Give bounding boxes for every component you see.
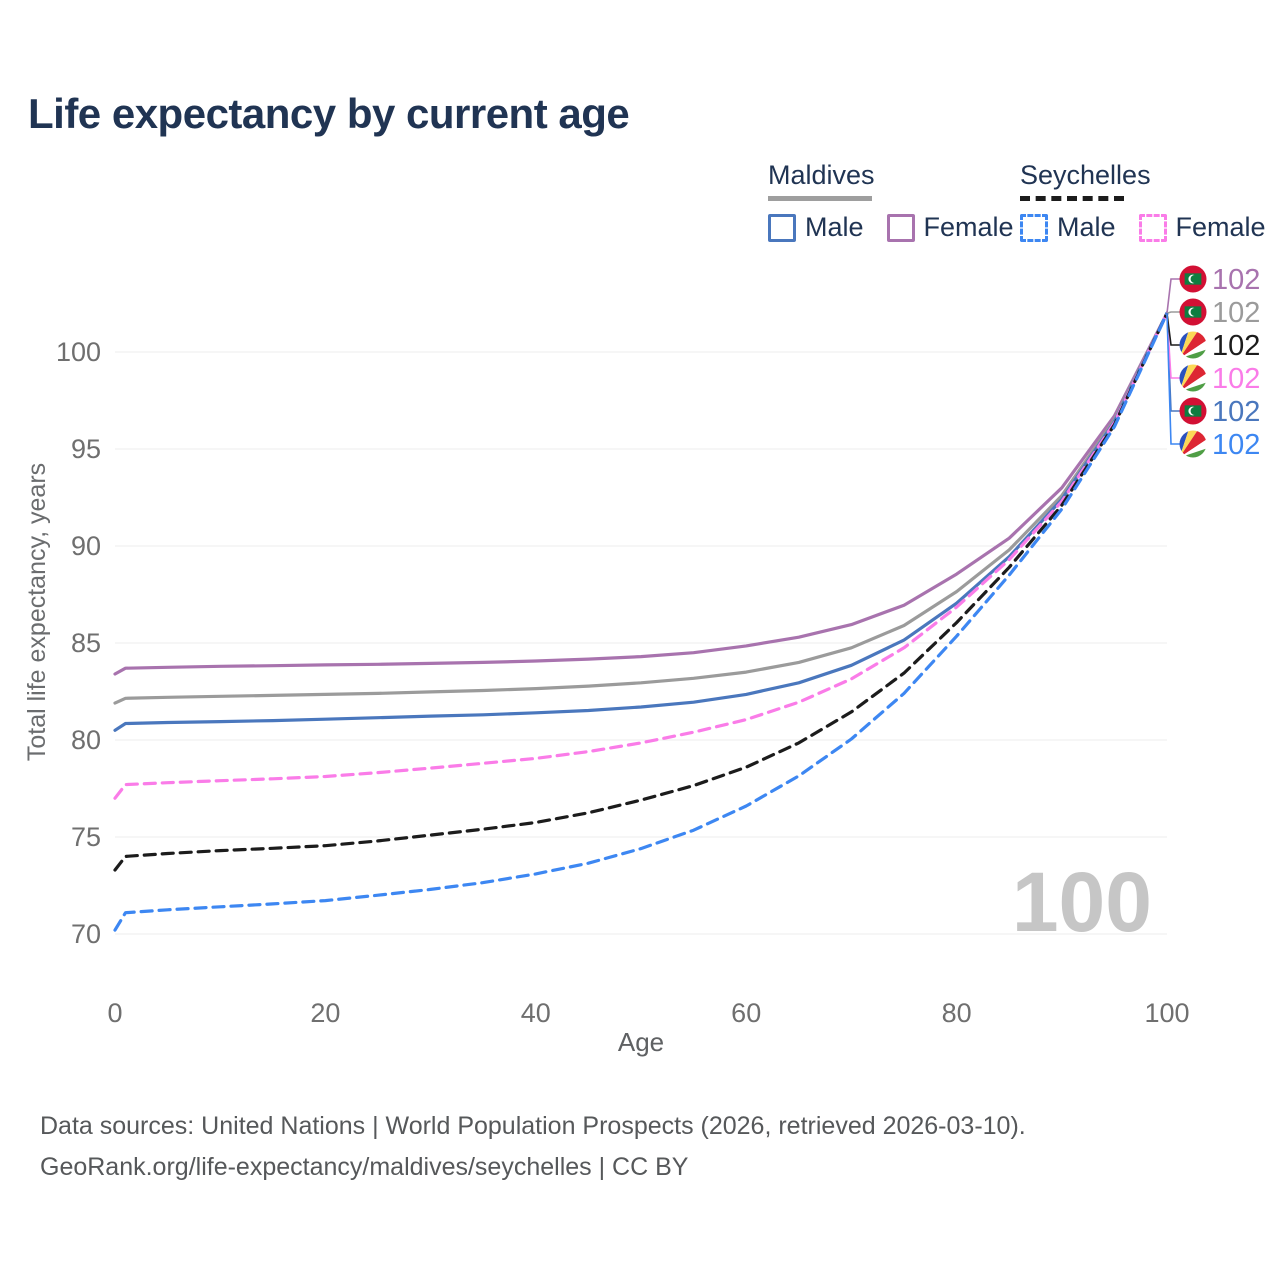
- legend-label-maldives-female: Female: [923, 212, 1014, 242]
- legend-country-seychelles: Seychelles: [1020, 160, 1151, 190]
- end-value-label-seychelles-male: 102: [1212, 429, 1260, 461]
- seychelles-flag-icon: [1179, 331, 1207, 359]
- y-tick-label: 80: [71, 725, 101, 755]
- series-line-seychelles: [113, 311, 1169, 872]
- legend-label-maldives-male: Male: [805, 212, 864, 242]
- series-line-seychelles-male: [113, 311, 1169, 932]
- data-sources-text: Data sources: United Nations | World Pop…: [40, 1112, 1026, 1140]
- series-line-seychelles-female: [113, 311, 1169, 800]
- page-title: Life expectancy by current age: [28, 90, 630, 137]
- x-tick-label: 40: [521, 998, 551, 1028]
- y-tick-label: 70: [71, 919, 101, 949]
- series-line-maldives: [113, 311, 1169, 705]
- maldives-female-swatch-icon: [886, 213, 915, 242]
- maldives-flag-icon: [1179, 265, 1207, 293]
- end-label-leader-line: [1166, 313, 1180, 346]
- x-tick-label: 0: [107, 998, 122, 1028]
- end-label-leader-line: [1166, 311, 1180, 314]
- end-value-label-maldives-male: 102: [1212, 396, 1260, 428]
- y-tick-label: 100: [56, 337, 101, 367]
- y-tick-label: 75: [71, 822, 101, 852]
- end-value-label-maldives-female: 102: [1212, 264, 1260, 296]
- y-tick-label: 90: [71, 531, 101, 561]
- maldives-male-swatch-icon: [768, 213, 796, 242]
- maldives-flag-icon: [1179, 298, 1207, 326]
- legend-country-maldives: Maldives: [768, 160, 875, 190]
- x-tick-label: 100: [1144, 998, 1189, 1028]
- seychelles-flag-icon: [1179, 430, 1207, 458]
- end-label-leader-line: [1166, 278, 1180, 314]
- series-line-maldives-female: [113, 311, 1169, 676]
- maldives-flag-icon: [1179, 397, 1207, 425]
- series-line-maldives-male: [113, 311, 1169, 732]
- legend-group-seychelles: Seychelles Male Female: [1020, 160, 1280, 243]
- legend-label-seychelles-male: Male: [1057, 212, 1116, 242]
- y-tick-label: 95: [71, 434, 101, 464]
- legend-label-seychelles-female: Female: [1175, 212, 1266, 242]
- x-tick-label: 80: [942, 998, 972, 1028]
- maldives-line-style-icon: [768, 196, 872, 201]
- x-tick-label: 20: [310, 998, 340, 1028]
- x-axis-title: Age: [618, 1027, 664, 1057]
- age-counter-watermark: 100: [1012, 855, 1152, 949]
- footer: Data sources: United Nations | World Pop…: [40, 1106, 1026, 1188]
- seychelles-male-swatch-icon: [1020, 213, 1048, 242]
- y-axis-title: Total life expectancy, years: [23, 463, 51, 761]
- seychelles-female-swatch-icon: [1138, 213, 1167, 242]
- end-value-label-maldives: 102: [1212, 297, 1260, 329]
- end-value-label-seychelles: 102: [1212, 330, 1260, 362]
- legend-group-maldives: Maldives Male Female: [768, 160, 1028, 243]
- y-tick-label: 85: [71, 628, 101, 658]
- end-label-leader-line: [1166, 313, 1180, 445]
- attribution-text: GeoRank.org/life-expectancy/maldives/sey…: [40, 1153, 689, 1181]
- seychelles-flag-icon: [1179, 364, 1207, 392]
- end-value-label-seychelles-female: 102: [1212, 363, 1260, 395]
- x-tick-label: 60: [731, 998, 761, 1028]
- seychelles-line-style-icon: [1020, 196, 1124, 201]
